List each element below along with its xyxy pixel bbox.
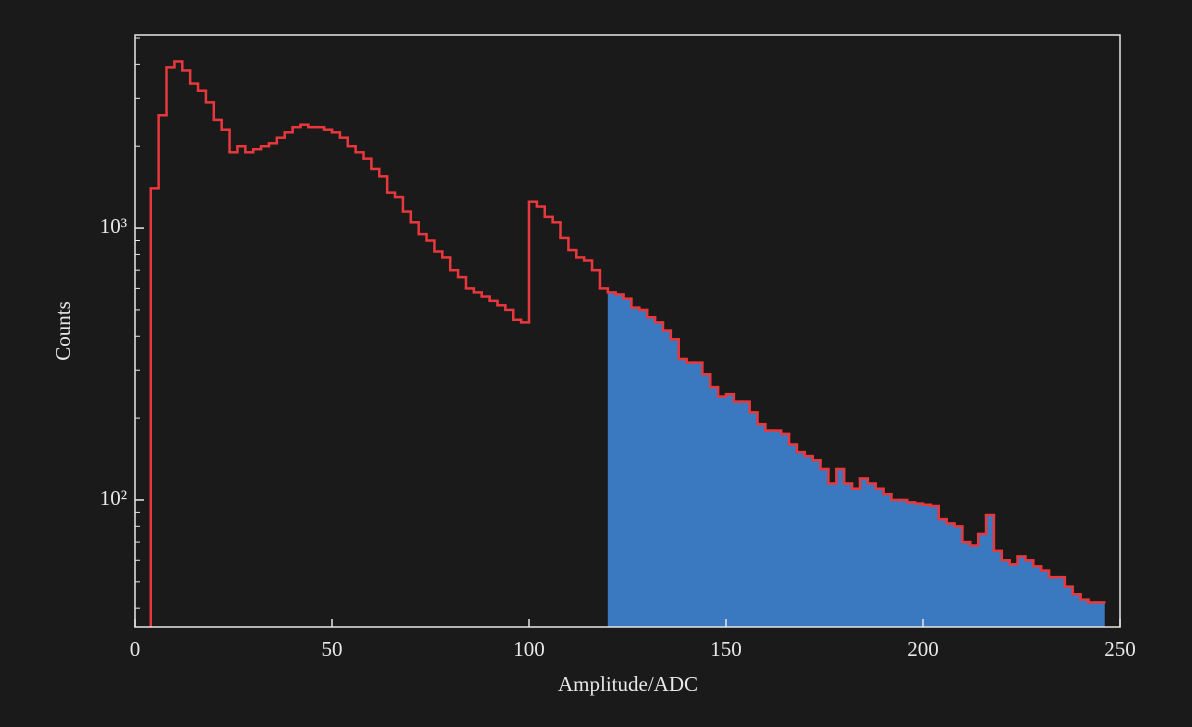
y-axis-label: Counts [51,301,75,361]
y-tick-label: 10³ [100,214,127,238]
bar [796,452,806,627]
bar [820,468,829,627]
x-tick-label: 50 [322,637,343,661]
bar [615,294,625,627]
bar [836,468,845,627]
bar [1096,602,1105,627]
bar [1072,594,1082,627]
plot-frame [134,34,1121,628]
bar [986,515,995,627]
bar [891,499,900,627]
bar [844,483,853,627]
bar [773,430,782,627]
bar [702,374,711,627]
bar [915,503,924,627]
bar [781,433,790,627]
y-tick-label: 10² [100,486,127,510]
bar [741,401,751,627]
x-tick-label: 150 [710,637,742,661]
bar [804,456,814,627]
bar [718,396,727,627]
bar [907,502,916,627]
bar [710,387,719,627]
bar [726,394,735,627]
bar [930,506,940,627]
bar [954,526,963,627]
bar [978,533,987,627]
bar [1049,577,1058,627]
bar [757,424,766,627]
bar [1056,577,1066,627]
bar [694,362,703,627]
bar [852,488,861,627]
bar [631,307,640,627]
bar [607,292,617,627]
x-tick-label: 0 [130,637,141,661]
bar [655,322,664,627]
bar [1009,564,1019,627]
x-tick-label: 200 [907,637,939,661]
bar [899,499,908,627]
bar [647,317,656,627]
bar [962,542,971,627]
bar [765,430,774,627]
bar [938,519,948,627]
bar [639,309,648,627]
bar [662,330,672,627]
bar [859,478,869,627]
bar [789,444,798,627]
bar [733,401,743,627]
bar [867,483,877,627]
bar [1017,556,1026,627]
bar [623,298,632,627]
bar [1033,566,1042,627]
bar [812,460,822,627]
bar [749,412,759,627]
bar [1064,586,1074,627]
bar [670,339,680,627]
x-tick-label: 100 [513,637,545,661]
bar [1041,570,1050,627]
bar [883,494,892,627]
bar [1088,602,1097,627]
bar [1080,599,1089,627]
x-axis-label: Amplitude/ADC [558,672,698,696]
bar [1001,560,1011,627]
bar [923,504,932,627]
x-tick-label: 250 [1104,637,1136,661]
bar [875,488,885,627]
bar [686,362,695,627]
bar [1025,560,1034,627]
bar [828,483,837,627]
bar [678,358,688,627]
bar [993,550,1003,627]
bar [946,523,956,627]
bar [970,545,979,627]
